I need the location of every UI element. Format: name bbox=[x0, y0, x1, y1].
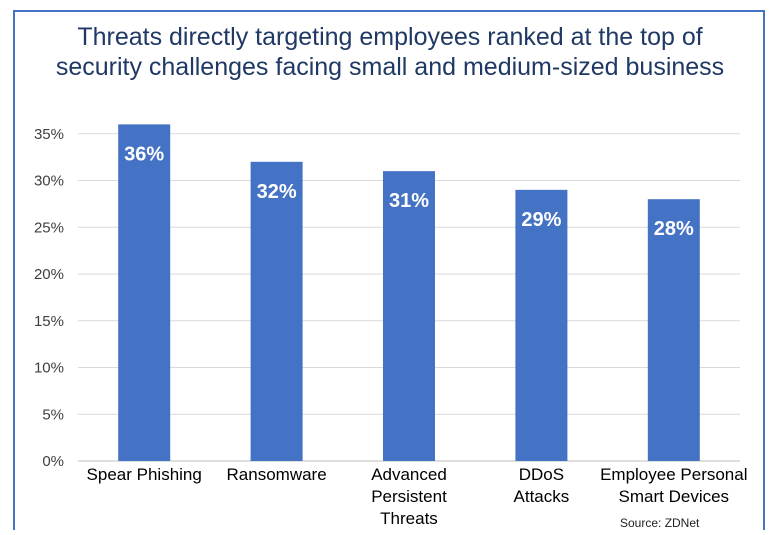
x-tick-label: Persistent bbox=[371, 487, 447, 506]
bar bbox=[118, 124, 171, 462]
data-label: 31% bbox=[389, 190, 429, 212]
bar bbox=[250, 161, 303, 462]
source-note: Source: ZDNet bbox=[620, 516, 700, 530]
y-tick-label: 25% bbox=[34, 219, 64, 236]
x-tick-label: Attacks bbox=[514, 487, 570, 506]
y-tick-label: 15% bbox=[34, 313, 64, 330]
data-label: 29% bbox=[521, 209, 561, 231]
x-tick-label: DDoS bbox=[519, 465, 564, 484]
chart-title: Threats directly targeting employees ran… bbox=[20, 22, 760, 82]
data-label: 32% bbox=[257, 181, 297, 203]
x-tick-label: Spear Phishing bbox=[87, 465, 202, 484]
bar bbox=[515, 189, 568, 461]
x-tick-label: Advanced bbox=[371, 465, 447, 484]
x-tick-label: Threats bbox=[380, 509, 438, 528]
bar bbox=[647, 199, 700, 461]
chart-title-line-1: Threats directly targeting employees ran… bbox=[77, 23, 703, 51]
chart-title-line-2: security challenges facing small and med… bbox=[55, 53, 725, 81]
chart-frame bbox=[13, 10, 765, 530]
data-label: 36% bbox=[124, 143, 164, 165]
y-tick-label: 10% bbox=[34, 360, 64, 377]
x-tick-label: Employee Personal bbox=[600, 465, 747, 484]
y-tick-label: 30% bbox=[34, 173, 64, 190]
y-tick-label: 20% bbox=[34, 266, 64, 283]
y-tick-label: 5% bbox=[42, 406, 64, 423]
y-tick-label: 0% bbox=[42, 453, 64, 470]
bar bbox=[383, 171, 435, 461]
data-label: 28% bbox=[654, 218, 694, 240]
x-tick-label: Ransomware bbox=[227, 465, 327, 484]
x-tick-label: Smart Devices bbox=[619, 487, 730, 506]
y-tick-label: 35% bbox=[34, 126, 64, 143]
